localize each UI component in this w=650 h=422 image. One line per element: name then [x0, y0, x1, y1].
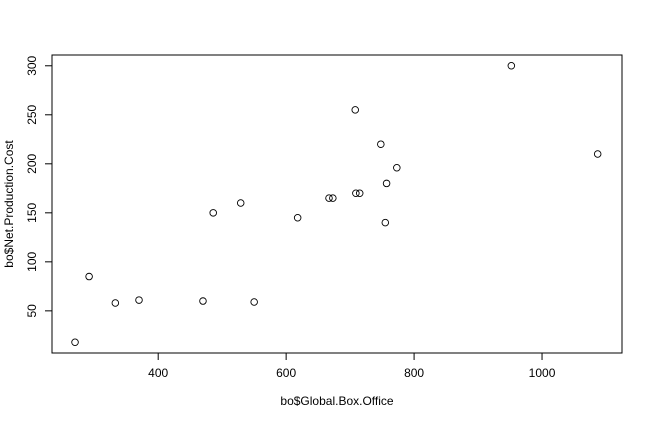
- point: [352, 189, 360, 197]
- y-tick-label: 300: [25, 55, 39, 75]
- x-axis-label: bo$Global.Box.Office: [280, 394, 394, 408]
- y-tick-label: 250: [25, 104, 39, 124]
- point: [71, 338, 79, 346]
- y-tick-label: 200: [25, 153, 39, 173]
- point: [236, 199, 245, 207]
- point: [293, 213, 302, 222]
- point: [329, 194, 337, 202]
- point: [593, 150, 602, 158]
- point: [393, 163, 401, 172]
- point: [111, 299, 120, 307]
- point: [507, 62, 516, 70]
- x-tick-label: 600: [276, 366, 296, 380]
- point: [355, 189, 364, 197]
- y-axis-label: bo$Net.Production.Cost: [2, 140, 16, 268]
- x-tick-label: 1000: [529, 366, 556, 380]
- point: [377, 140, 385, 148]
- point: [85, 272, 93, 281]
- point: [135, 296, 143, 304]
- point: [199, 297, 207, 305]
- point: [209, 209, 217, 217]
- y-tick-label: 150: [25, 202, 39, 222]
- y-tick-label: 50: [25, 304, 39, 318]
- point: [382, 179, 391, 188]
- point: [325, 194, 333, 202]
- point: [351, 106, 359, 114]
- x-tick-label: 400: [148, 366, 168, 380]
- y-tick-label: 100: [25, 252, 39, 272]
- plot-box: [51, 54, 623, 354]
- point: [250, 298, 258, 306]
- x-tick-label: 800: [404, 366, 424, 380]
- point: [381, 218, 390, 227]
